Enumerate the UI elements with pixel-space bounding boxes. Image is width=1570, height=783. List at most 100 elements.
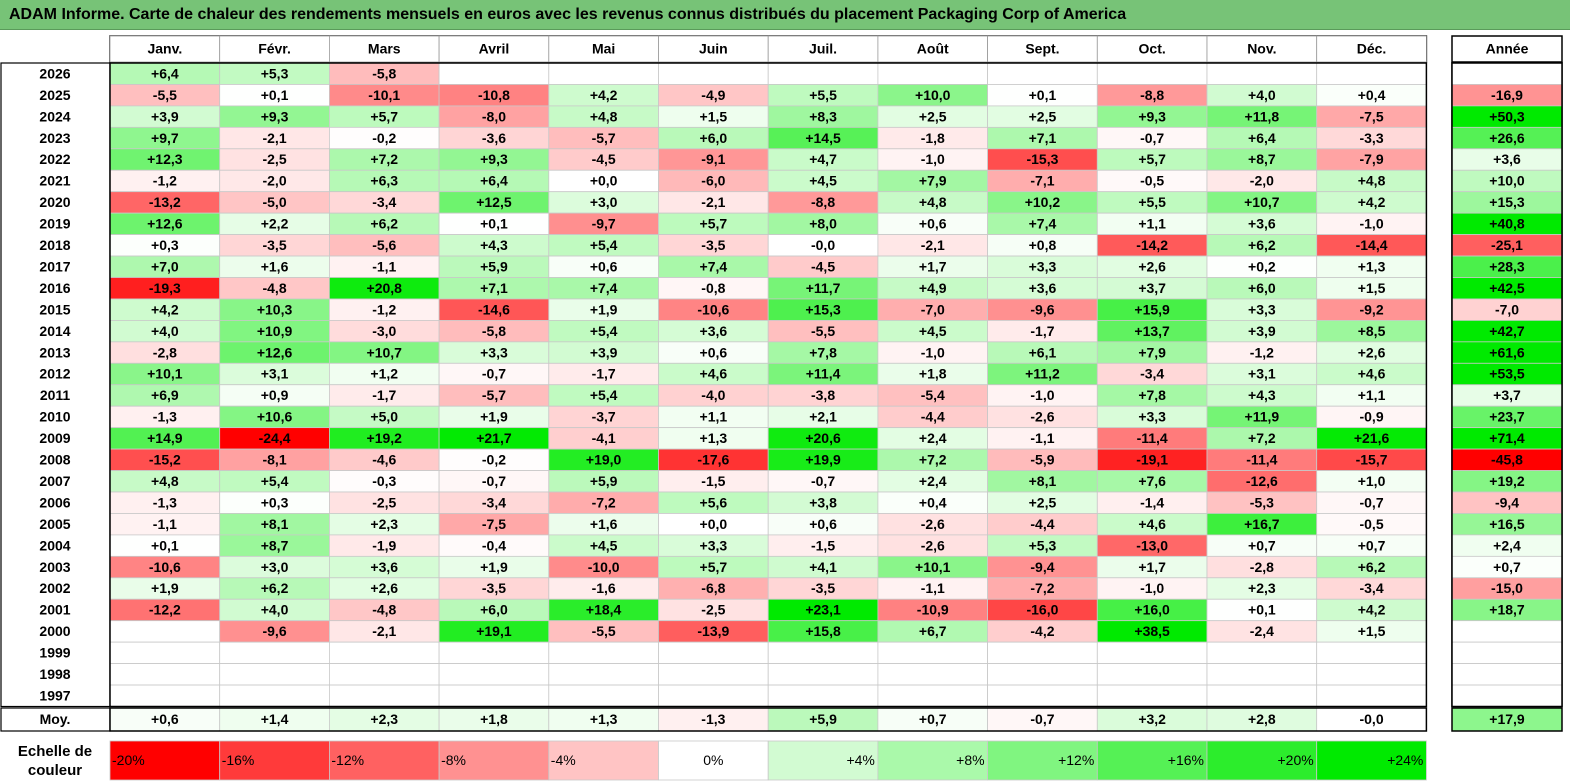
- heatmap-cell-value: +4,6: [1358, 366, 1386, 382]
- month-header-label: Nov.: [1247, 41, 1276, 57]
- row-year-label: 2021: [39, 173, 70, 189]
- avg-cell-value: +5,9: [809, 711, 837, 727]
- heatmap-cell-value: +6,0: [1248, 280, 1276, 296]
- heatmap-cell-value: -8,1: [262, 452, 286, 468]
- heatmap-cell-value: +3,3: [1248, 301, 1276, 317]
- month-header-cell: [658, 35, 769, 63]
- heatmap-cell-value: -10,8: [478, 87, 510, 103]
- annual-cell-value: +3,6: [1493, 151, 1521, 167]
- heatmap-cell-value: -0,2: [482, 452, 506, 468]
- heatmap-cell-value: -3,4: [482, 494, 506, 510]
- heatmap-cell-value: -4,5: [592, 151, 616, 167]
- color-scale-swatch: [1316, 740, 1427, 781]
- row-year-label: 1998: [39, 666, 70, 682]
- heatmap-cell-value: +7,9: [1138, 344, 1166, 360]
- heatmap-cell-value: +10,6: [257, 409, 293, 425]
- row-year-label: 2001: [39, 602, 70, 618]
- heatmap-cell-value: +10,0: [915, 87, 951, 103]
- month-header-label: Oct.: [1139, 41, 1166, 57]
- heatmap-cell-value: +1,9: [480, 559, 508, 575]
- heatmap-cell-value: +5,7: [700, 216, 728, 232]
- heatmap-cell-value: +3,3: [1029, 258, 1057, 274]
- heatmap-cell-value: +0,3: [151, 237, 179, 253]
- avg-cell-value: -0,7: [1030, 711, 1054, 727]
- month-header-cell: [1096, 35, 1208, 63]
- heatmap-cell-value: +5,7: [370, 108, 398, 124]
- heatmap-cell: [219, 641, 330, 665]
- heatmap-cell-value: -13,2: [149, 194, 181, 210]
- heatmap-cell-value: +11,4: [806, 366, 841, 382]
- heatmap-cell-value: -4,1: [592, 430, 616, 446]
- avg-cell-value: +1,4: [261, 711, 289, 727]
- heatmap-cell-value: -0,4: [482, 537, 506, 553]
- heatmap-cell: [1316, 641, 1427, 665]
- heatmap-cell-value: +7,4: [1029, 216, 1057, 232]
- heatmap-cell: [438, 684, 550, 707]
- heatmap-cell: [767, 62, 879, 85]
- heatmap-cell-value: +6,9: [151, 387, 179, 403]
- heatmap-cell-value: +0,4: [1358, 87, 1386, 103]
- heatmap-cell-value: -2,0: [262, 173, 286, 189]
- heatmap-cell-value: -1,0: [921, 344, 945, 360]
- color-scale-stop-label: -20%: [112, 752, 145, 768]
- heatmap-cell: [1096, 641, 1208, 665]
- heatmap-cell-value: -9,4: [1030, 559, 1054, 575]
- heatmap-cell-value: -2,1: [372, 623, 396, 639]
- heatmap-cell: [877, 663, 989, 686]
- heatmap-cell-value: +15,3: [805, 301, 841, 317]
- heatmap-cell-value: -0,0: [811, 237, 835, 253]
- heatmap-cell-value: +5,7: [700, 559, 728, 575]
- heatmap-cell-value: +7,9: [919, 173, 947, 189]
- heatmap-cell-value: +6,2: [370, 216, 398, 232]
- heatmap-cell-value: -2,5: [701, 602, 725, 618]
- annual-cell-value: -16,9: [1491, 87, 1523, 103]
- year-header-label: Année: [1486, 41, 1529, 57]
- heatmap-cell-value: -1,0: [1030, 387, 1054, 403]
- heatmap-cell-value: -15,2: [149, 452, 181, 468]
- heatmap-cell-value: -11,4: [1246, 452, 1277, 468]
- heatmap-cell-value: +0,1: [1248, 602, 1276, 618]
- heatmap-cell-value: +10,1: [147, 366, 183, 382]
- annual-cell: [1451, 620, 1563, 643]
- heatmap-cell-value: +0,4: [919, 494, 947, 510]
- month-header-cell: [109, 35, 221, 63]
- heatmap-cell-value: -1,2: [153, 173, 177, 189]
- heatmap-cell-value: +3,1: [261, 366, 289, 382]
- heatmap-cell-value: +2,5: [1029, 108, 1057, 124]
- heatmap-cell-value: +8,7: [261, 537, 289, 553]
- heatmap-cell-value: -3,5: [701, 237, 725, 253]
- heatmap-cell-value: +4,1: [809, 559, 837, 575]
- heatmap-cell: [1096, 663, 1208, 686]
- heatmap-cell-value: +5,5: [809, 87, 837, 103]
- annual-cell: [1451, 684, 1563, 707]
- heatmap-cell-value: +10,9: [257, 323, 293, 339]
- row-year-label: 2000: [39, 623, 70, 639]
- heatmap-cell-value: -0,5: [1140, 173, 1164, 189]
- heatmap-cell-value: +21,6: [1354, 430, 1390, 446]
- heatmap-cell-value: +0,7: [1248, 537, 1276, 553]
- annual-cell: [1451, 62, 1563, 85]
- heatmap-cell-value: -4,4: [1030, 516, 1054, 532]
- heatmap-cell-value: -1,6: [592, 580, 616, 596]
- heatmap-cell-value: +1,7: [919, 258, 947, 274]
- heatmap-cell-value: +1,5: [1358, 623, 1386, 639]
- heatmap-cell-value: +6,4: [480, 173, 508, 189]
- heatmap-cell-value: +0,0: [590, 173, 618, 189]
- heatmap-cell-value: +10,2: [1025, 194, 1061, 210]
- heatmap-cell-value: -1,1: [921, 580, 945, 596]
- heatmap-cell-value: +5,4: [261, 473, 289, 489]
- heatmap-cell-value: +1,6: [261, 258, 289, 274]
- heatmap-cell-value: +11,9: [1245, 409, 1280, 425]
- annual-cell-value: +2,4: [1493, 537, 1521, 553]
- heatmap-cell: [548, 663, 659, 686]
- heatmap-cell-value: -1,7: [592, 366, 616, 382]
- heatmap-cell-value: +21,7: [476, 430, 512, 446]
- heatmap-cell-value: +15,8: [805, 623, 841, 639]
- heatmap-cell-value: -5,3: [1250, 494, 1274, 510]
- heatmap-cell-value: -2,6: [921, 516, 945, 532]
- heatmap-cell-value: +0,7: [1358, 537, 1386, 553]
- row-year-label: 2003: [39, 559, 70, 575]
- avg-row-frame: [109, 707, 1428, 732]
- month-header-cell: [219, 35, 330, 63]
- heatmap-cell-value: -1,7: [372, 387, 396, 403]
